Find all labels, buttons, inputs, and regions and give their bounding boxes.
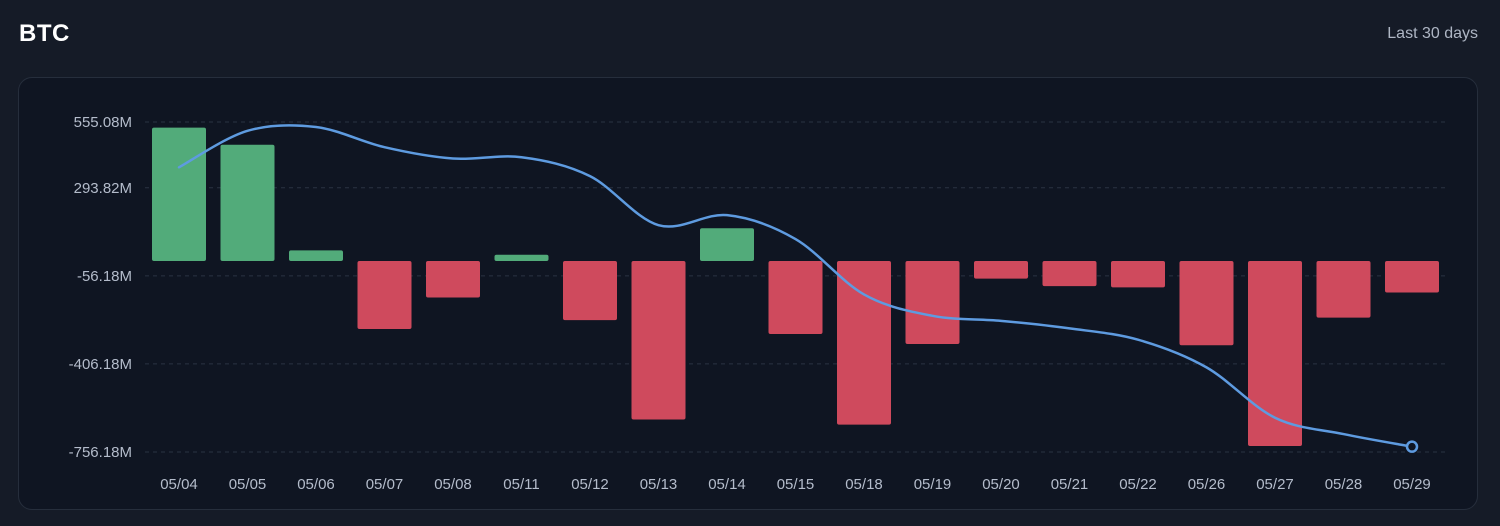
y-tick-label: -406.18M	[69, 356, 132, 373]
bar	[905, 261, 960, 345]
x-tick-label: 05/14	[708, 476, 746, 493]
bar	[220, 144, 275, 261]
y-tick-label: 555.08M	[74, 114, 132, 131]
x-tick-label: 05/11	[503, 476, 539, 493]
bar	[1385, 261, 1439, 293]
bar	[494, 254, 549, 261]
bar	[1316, 261, 1371, 318]
x-tick-label: 05/27	[1256, 476, 1294, 493]
x-tick-label: 05/21	[1051, 476, 1089, 493]
bar	[563, 261, 617, 321]
cumulative-line	[177, 124, 1414, 448]
bar	[289, 250, 343, 261]
x-tick-label: 05/26	[1188, 476, 1226, 493]
bar	[1179, 261, 1234, 346]
x-tick-label: 05/20	[982, 476, 1020, 493]
x-tick-label: 05/19	[914, 476, 952, 493]
x-tick-label: 05/15	[777, 476, 815, 493]
line-endpoint-marker	[1405, 440, 1419, 453]
bar	[1248, 261, 1302, 446]
x-tick-label: 05/18	[845, 476, 883, 493]
bar	[768, 261, 823, 334]
time-range-selector[interactable]: Last 30 days	[1387, 25, 1478, 42]
x-tick-label: 05/06	[297, 476, 335, 493]
bar	[1111, 261, 1165, 288]
bar	[1042, 261, 1097, 287]
x-tick-label: 05/13	[640, 476, 678, 493]
bar	[631, 261, 686, 420]
x-tick-label: 05/29	[1393, 476, 1431, 493]
x-tick-label: 05/07	[366, 476, 404, 493]
bar	[152, 127, 206, 261]
y-tick-label: -56.18M	[77, 268, 132, 285]
bar	[426, 261, 480, 298]
x-tick-label: 05/04	[160, 476, 198, 493]
asset-title: BTC	[19, 20, 70, 47]
bar	[357, 261, 412, 329]
x-tick-label: 05/28	[1325, 476, 1363, 493]
x-tick-label: 05/12	[571, 476, 609, 493]
bar	[700, 228, 754, 261]
x-tick-label: 05/05	[229, 476, 267, 493]
bar	[837, 261, 891, 425]
bar	[974, 261, 1028, 279]
x-tick-label: 05/08	[434, 476, 472, 493]
x-tick-label: 05/22	[1119, 476, 1157, 493]
y-tick-label: -756.18M	[69, 444, 132, 461]
y-tick-label: 293.82M	[74, 180, 132, 197]
